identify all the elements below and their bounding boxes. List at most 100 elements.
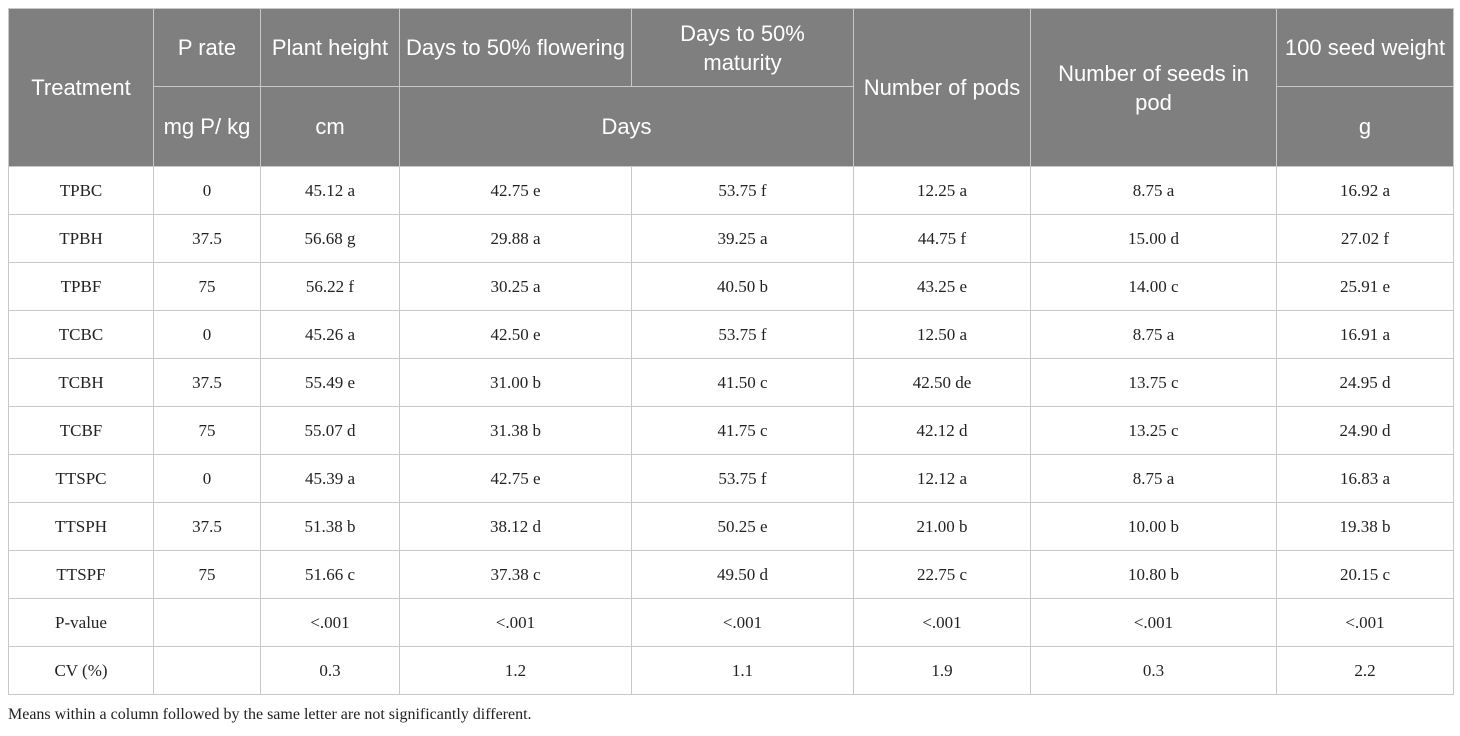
table-cell: 75 (153, 550, 261, 599)
table-cell: <.001 (853, 598, 1031, 647)
table-row: TPBF 75 56.22 f 30.25 a 40.50 b 43.25 e 14.00 … (8, 262, 1454, 311)
table-cell: 44.75 f (853, 214, 1031, 263)
table-cell: 27.02 f (1276, 214, 1454, 263)
table-cell: 0.3 (1030, 646, 1277, 695)
table-cell: 10.80 b (1030, 550, 1277, 599)
table-cell: 8.75 a (1030, 454, 1277, 503)
table-cell: 55.07 d (260, 406, 400, 455)
table-cell: 51.66 c (260, 550, 400, 599)
table-cell: 37.5 (153, 358, 261, 407)
table-cell: 39.25 a (631, 214, 854, 263)
table-cell: 42.75 e (399, 454, 632, 503)
table-cell: 45.12 a (260, 166, 400, 215)
table-cell: 37.38 c (399, 550, 632, 599)
header-days-flowering: Days to 50% flowering (399, 8, 632, 87)
table-cell: <.001 (260, 598, 400, 647)
table-cell: 56.22 f (260, 262, 400, 311)
table-cell: 0 (153, 310, 261, 359)
table-cell: 14.00 c (1030, 262, 1277, 311)
table-cell: 24.90 d (1276, 406, 1454, 455)
table-cell: 31.38 b (399, 406, 632, 455)
table-cell: 38.12 d (399, 502, 632, 551)
table-cell: 45.39 a (260, 454, 400, 503)
table-cell: 21.00 b (853, 502, 1031, 551)
table-row: P-value <.001 <.001 <.001 <.001 <.001 <.001 (8, 598, 1454, 647)
table-cell: TPBC (8, 166, 154, 215)
results-table: Treatment P rate Plant height Days to 50… (8, 8, 1454, 695)
header-p-rate-unit: mg P/ kg (153, 86, 261, 167)
table-cell: 25.91 e (1276, 262, 1454, 311)
header-plant-height-unit: cm (260, 86, 400, 167)
table-cell: 50.25 e (631, 502, 854, 551)
table-cell: 40.50 b (631, 262, 854, 311)
table-cell: 1.2 (399, 646, 632, 695)
table-row: TTSPF 75 51.66 c 37.38 c 49.50 d 22.75 c 10.80… (8, 550, 1454, 599)
table-cell: TPBH (8, 214, 154, 263)
table-cell: 41.50 c (631, 358, 854, 407)
table-cell: TTSPH (8, 502, 154, 551)
table-row: TTSPC 0 45.39 a 42.75 e 53.75 f 12.12 a 8.75 a… (8, 454, 1454, 503)
table-cell: 45.26 a (260, 310, 400, 359)
table-cell: 16.83 a (1276, 454, 1454, 503)
table-cell: 53.75 f (631, 310, 854, 359)
table-cell: 53.75 f (631, 454, 854, 503)
table-cell: 42.75 e (399, 166, 632, 215)
header-p-rate: P rate (153, 8, 261, 87)
table-cell: 30.25 a (399, 262, 632, 311)
table-cell: 49.50 d (631, 550, 854, 599)
table-cell: 24.95 d (1276, 358, 1454, 407)
table-row: CV (%) 0.3 1.2 1.1 1.9 0.3 2.2 (8, 646, 1454, 695)
table-cell (153, 598, 261, 647)
table-cell: <.001 (1030, 598, 1277, 647)
header-days-unit: Days (399, 86, 854, 167)
table-cell: 12.50 a (853, 310, 1031, 359)
header-plant-height: Plant height (260, 8, 400, 87)
header-seeds-in-pod: Number of seeds in pod (1030, 8, 1277, 167)
table-cell: <.001 (631, 598, 854, 647)
table-cell: 22.75 c (853, 550, 1031, 599)
table-cell: 37.5 (153, 502, 261, 551)
table-cell: 12.25 a (853, 166, 1031, 215)
table-cell: 1.9 (853, 646, 1031, 695)
table-cell: 8.75 a (1030, 166, 1277, 215)
table-cell: 43.25 e (853, 262, 1031, 311)
table-cell: 0 (153, 454, 261, 503)
table-cell: 16.92 a (1276, 166, 1454, 215)
table-cell: 15.00 d (1030, 214, 1277, 263)
table-cell: TTSPF (8, 550, 154, 599)
table-cell: 1.1 (631, 646, 854, 695)
table-cell (153, 646, 261, 695)
table-cell: CV (%) (8, 646, 154, 695)
table-cell: 42.50 de (853, 358, 1031, 407)
table-cell: 0 (153, 166, 261, 215)
table-cell: 37.5 (153, 214, 261, 263)
header-seed-weight: 100 seed weight (1276, 8, 1454, 87)
table-row: TCBF 75 55.07 d 31.38 b 41.75 c 42.12 d 13.25 … (8, 406, 1454, 455)
table-cell: 31.00 b (399, 358, 632, 407)
table-cell: 12.12 a (853, 454, 1031, 503)
header-treatment: Treatment (8, 8, 154, 167)
table-cell: 29.88 a (399, 214, 632, 263)
table-cell: 2.2 (1276, 646, 1454, 695)
table-cell: TCBC (8, 310, 154, 359)
table-cell: P-value (8, 598, 154, 647)
table-row: TTSPH 37.5 51.38 b 38.12 d 50.25 e 21.00 b 10.… (8, 502, 1454, 551)
table-cell: 75 (153, 406, 261, 455)
table-footnote: Means within a column followed by the sa… (8, 706, 532, 723)
table-cell: 53.75 f (631, 166, 854, 215)
header-days-maturity: Days to 50% maturity (631, 8, 854, 87)
table-cell: 42.12 d (853, 406, 1031, 455)
table-cell: 41.75 c (631, 406, 854, 455)
table-cell: 10.00 b (1030, 502, 1277, 551)
table-row: TPBH 37.5 56.68 g 29.88 a 39.25 a 44.75 f 15.0… (8, 214, 1454, 263)
table-cell: 13.25 c (1030, 406, 1277, 455)
table-cell: 8.75 a (1030, 310, 1277, 359)
table-cell: 51.38 b (260, 502, 400, 551)
table-cell: 55.49 e (260, 358, 400, 407)
table-cell: 16.91 a (1276, 310, 1454, 359)
header-pods: Number of pods (853, 8, 1031, 167)
table-cell: TCBF (8, 406, 154, 455)
